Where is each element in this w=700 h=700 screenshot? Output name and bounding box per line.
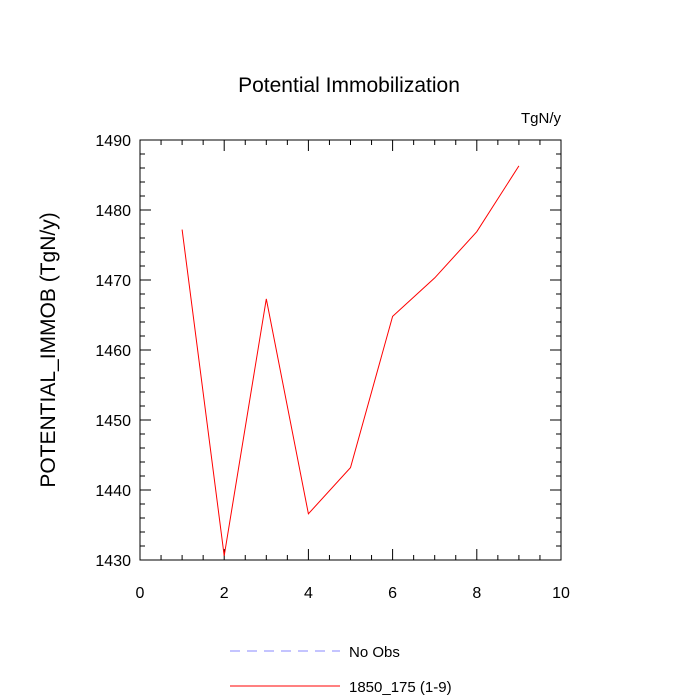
x-tick-label: 6 — [388, 585, 397, 602]
y-tick-labels: 1430 1440 1450 1460 1470 1480 1490 — [95, 133, 131, 570]
x-tick-labels: 0 2 4 6 8 10 — [136, 585, 570, 602]
y-tick-label: 1480 — [95, 203, 131, 220]
plot-frame — [139, 139, 562, 561]
y-tick-label: 1430 — [95, 553, 131, 570]
y-tick-label: 1490 — [95, 133, 131, 150]
series-layer — [181, 165, 520, 556]
y-tick-label: 1460 — [95, 343, 131, 360]
legend: No Obs 1850_175 (1-9) — [230, 644, 452, 696]
chart-title: Potential Immobilization — [238, 74, 460, 97]
y-tick-label: 1450 — [95, 413, 131, 430]
y-axis-label: POTENTIAL_IMMOB (TgN/y) — [37, 212, 60, 487]
x-tick-label: 4 — [304, 585, 313, 602]
x-tick-label: 2 — [220, 585, 229, 602]
y-tick-label: 1470 — [95, 273, 131, 290]
x-tick-label: 0 — [136, 585, 145, 602]
x-tick-label: 10 — [552, 585, 570, 602]
units-label: TgN/y — [521, 110, 562, 127]
legend-label: No Obs — [349, 644, 400, 661]
x-tick-label: 8 — [472, 585, 481, 602]
major-ticks — [139, 139, 562, 561]
minor-ticks — [140, 140, 561, 560]
legend-label: 1850_175 (1-9) — [349, 679, 452, 696]
series-line — [181, 165, 520, 556]
y-tick-label: 1440 — [95, 483, 131, 500]
